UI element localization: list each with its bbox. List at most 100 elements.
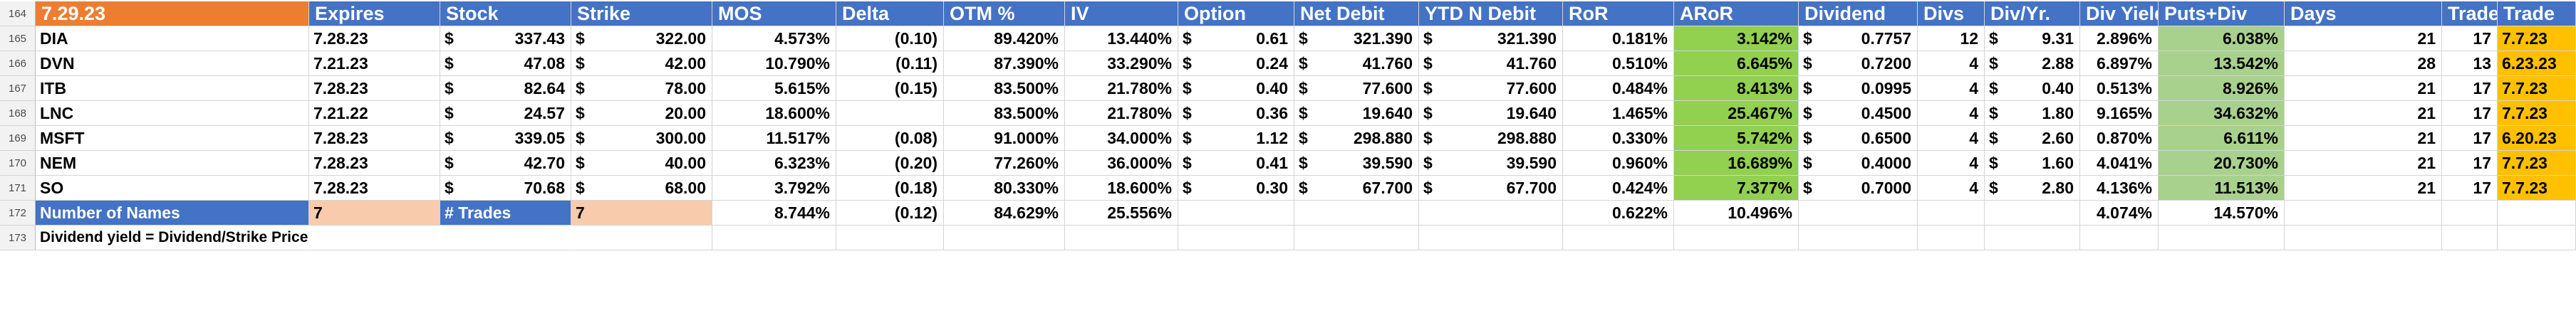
header-days[interactable]: Days <box>2285 1 2442 26</box>
cell-puts-div[interactable]: 6.611% <box>2159 126 2285 151</box>
cell-aror[interactable]: 5.742% <box>1674 126 1799 151</box>
empty-cell[interactable] <box>2159 226 2285 250</box>
trades-value[interactable]: 7 <box>571 201 712 226</box>
cell-dividend[interactable]: $0.4000 <box>1799 151 1918 176</box>
cell-ror[interactable]: 0.330% <box>1563 126 1674 151</box>
cell-otm[interactable]: 89.420% <box>944 26 1065 51</box>
cell-iv[interactable]: 13.440% <box>1065 26 1178 51</box>
cell-strike[interactable]: $68.00 <box>571 176 712 201</box>
cell-ror[interactable]: 0.424% <box>1563 176 1674 201</box>
cell-iv[interactable]: 21.780% <box>1065 101 1178 126</box>
cell-iv[interactable]: 18.600% <box>1065 176 1178 201</box>
header-ror[interactable]: RoR <box>1563 1 1674 26</box>
cell-ticker[interactable]: SO <box>36 176 309 201</box>
cell-ytd-n-debit[interactable]: $39.590 <box>1419 151 1563 176</box>
cell-net-debit[interactable]: $41.760 <box>1294 51 1419 76</box>
cell-dividend[interactable]: $0.7757 <box>1799 26 1918 51</box>
cell-ticker[interactable]: DIA <box>36 26 309 51</box>
empty-cell[interactable] <box>2285 201 2442 226</box>
cell-option[interactable]: $0.24 <box>1178 51 1294 76</box>
cell-stock[interactable]: $70.68 <box>440 176 571 201</box>
cell-trades-yr[interactable]: 17 <box>2442 76 2498 101</box>
row-number[interactable]: 164 <box>0 1 36 26</box>
cell-div-yield[interactable]: 9.165% <box>2080 101 2159 126</box>
cell-expires[interactable]: 7.21.22 <box>309 101 440 126</box>
cell-expires[interactable]: 7.28.23 <box>309 126 440 151</box>
header-div-yr-[interactable]: Div/Yr. <box>1985 1 2080 26</box>
cell-ticker[interactable]: DVN <box>36 51 309 76</box>
header-mos[interactable]: MOS <box>712 1 836 26</box>
cell-trade[interactable]: 7.7.23 <box>2498 26 2576 51</box>
cell-puts-div[interactable]: 13.542% <box>2159 51 2285 76</box>
cell-aror[interactable]: 6.645% <box>1674 51 1799 76</box>
row-number[interactable]: 173 <box>0 226 36 250</box>
row-number[interactable]: 168 <box>0 101 36 126</box>
cell-div-yield[interactable]: 2.896% <box>2080 26 2159 51</box>
cell-ror[interactable]: 0.960% <box>1563 151 1674 176</box>
cell-divs[interactable]: 4 <box>1918 126 1985 151</box>
cell-days[interactable]: 21 <box>2285 176 2442 201</box>
cell-delta[interactable]: (0.10) <box>836 26 944 51</box>
empty-cell[interactable] <box>1294 201 1419 226</box>
row-number[interactable]: 171 <box>0 176 36 201</box>
cell-puts-div[interactable]: 6.038% <box>2159 26 2285 51</box>
empty-cell[interactable] <box>1419 226 1563 250</box>
header-expires[interactable]: Expires <box>309 1 440 26</box>
header-aror[interactable]: ARoR <box>1674 1 1799 26</box>
empty-cell[interactable] <box>836 226 944 250</box>
cell-delta[interactable]: (0.08) <box>836 126 944 151</box>
cell-trades-yr[interactable]: 17 <box>2442 26 2498 51</box>
cell-trades-yr[interactable]: 13 <box>2442 51 2498 76</box>
cell-puts-div[interactable]: 34.632% <box>2159 101 2285 126</box>
cell-ytd-n-debit[interactable]: $298.880 <box>1419 126 1563 151</box>
empty-cell[interactable] <box>1178 226 1294 250</box>
cell-trades-yr[interactable]: 17 <box>2442 101 2498 126</box>
cell-ytd-n-debit[interactable]: $67.700 <box>1419 176 1563 201</box>
cell-expires[interactable]: 7.28.23 <box>309 151 440 176</box>
header-dividend[interactable]: Dividend <box>1799 1 1918 26</box>
cell-ytd-n-debit[interactable]: $41.760 <box>1419 51 1563 76</box>
cell-div-yr[interactable]: $1.80 <box>1985 101 2080 126</box>
cell-otm[interactable]: 83.500% <box>944 101 1065 126</box>
cell-dividend[interactable]: $0.4500 <box>1799 101 1918 126</box>
empty-cell[interactable] <box>1918 226 1985 250</box>
cell-option[interactable]: $0.40 <box>1178 76 1294 101</box>
cell-puts-div[interactable]: 8.926% <box>2159 76 2285 101</box>
empty-cell[interactable] <box>944 226 1065 250</box>
empty-cell[interactable] <box>1178 201 1294 226</box>
cell-stock[interactable]: $339.05 <box>440 126 571 151</box>
cell-ror[interactable]: 0.510% <box>1563 51 1674 76</box>
empty-cell[interactable] <box>1419 201 1563 226</box>
cell-div-yr[interactable]: $9.31 <box>1985 26 2080 51</box>
cell-aror[interactable]: 7.377% <box>1674 176 1799 201</box>
cell-strike[interactable]: $20.00 <box>571 101 712 126</box>
cell-divs[interactable]: 4 <box>1918 51 1985 76</box>
cell-net-debit[interactable]: $298.880 <box>1294 126 1419 151</box>
summary-delta[interactable]: (0.12) <box>836 201 944 226</box>
cell-puts-div[interactable]: 11.513% <box>2159 176 2285 201</box>
cell-strike[interactable]: $78.00 <box>571 76 712 101</box>
cell-stock[interactable]: $82.64 <box>440 76 571 101</box>
trades-label[interactable]: # Trades <box>440 201 571 226</box>
cell-trade[interactable]: 6.23.23 <box>2498 51 2576 76</box>
cell-net-debit[interactable]: $321.390 <box>1294 26 1419 51</box>
cell-delta[interactable]: (0.18) <box>836 176 944 201</box>
names-label[interactable]: Number of Names <box>36 201 309 226</box>
empty-cell[interactable] <box>712 226 836 250</box>
empty-cell[interactable] <box>571 226 712 250</box>
cell-days[interactable]: 21 <box>2285 101 2442 126</box>
cell-trade[interactable]: 7.7.23 <box>2498 101 2576 126</box>
header-strike[interactable]: Strike <box>571 1 712 26</box>
row-number[interactable]: 170 <box>0 151 36 176</box>
empty-cell[interactable] <box>1674 226 1799 250</box>
cell-puts-div[interactable]: 20.730% <box>2159 151 2285 176</box>
cell-delta[interactable] <box>836 101 944 126</box>
empty-cell[interactable] <box>1985 201 2080 226</box>
cell-dividend[interactable]: $0.7000 <box>1799 176 1918 201</box>
cell-net-debit[interactable]: $19.640 <box>1294 101 1419 126</box>
row-number[interactable]: 172 <box>0 201 36 226</box>
cell-days[interactable]: 21 <box>2285 151 2442 176</box>
cell-stock[interactable]: $47.08 <box>440 51 571 76</box>
cell-ticker[interactable]: MSFT <box>36 126 309 151</box>
cell-iv[interactable]: 33.290% <box>1065 51 1178 76</box>
